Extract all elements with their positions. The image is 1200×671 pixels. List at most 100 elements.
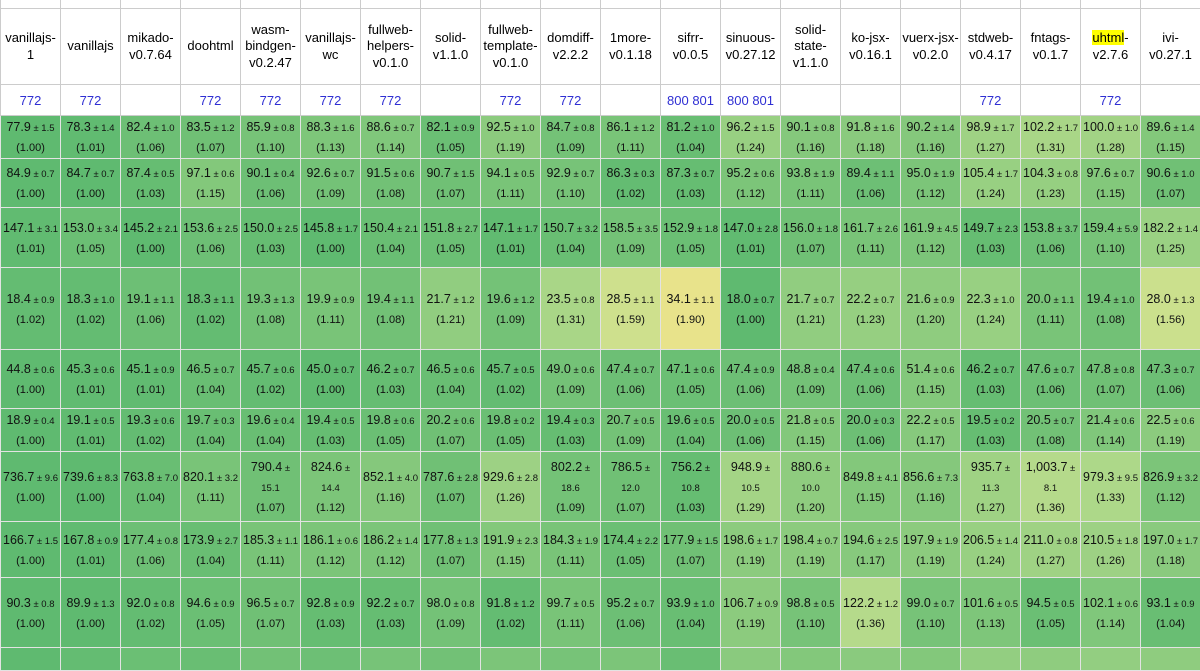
result-value: 19.6 (246, 413, 270, 427)
result-value: 84.9 (6, 166, 30, 180)
result-stddev: ± 0.7 (1051, 365, 1075, 376)
result-stddev: ± 0.6 (691, 365, 715, 376)
column-header-domdiff-v2.2.2: domdiff-v2.2.2 (541, 9, 601, 85)
result-stddev: ± 1.0 (1111, 295, 1135, 306)
result-stddev: ± 0.9 (94, 536, 118, 547)
result-cell: 198.6 ± 1.7(1.19) (721, 522, 781, 578)
result-cell: 92.2 ± 0.7(1.03) (361, 578, 421, 648)
result-factor: (1.06) (136, 142, 165, 154)
result-value: 47.6 (1026, 362, 1050, 376)
result-factor: (1.05) (676, 243, 705, 255)
result-value: 191.9 (483, 533, 514, 547)
result-cell (1, 648, 61, 671)
result-stddev: ± 1.7 (994, 169, 1018, 180)
result-stddev: ± 0.6 (451, 416, 475, 427)
result-cell: 22.3 ± 1.0(1.24) (961, 268, 1021, 350)
result-stddev: ± 0.4 (811, 365, 835, 376)
result-stddev: ± 0.6 (931, 365, 955, 376)
issue-links-cell (781, 85, 841, 116)
result-cell: 150.7 ± 3.2(1.04) (541, 208, 601, 268)
result-stddev: ± 0.6 (871, 365, 895, 376)
result-cell: 101.6 ± 0.5(1.13) (961, 578, 1021, 648)
result-cell: 856.6 ± 7.3(1.16) (901, 452, 961, 522)
result-factor: (1.11) (617, 142, 645, 154)
result-stddev: ± 4.0 (394, 473, 418, 484)
result-factor: (1.03) (316, 618, 345, 630)
result-value: 182.2 (1143, 221, 1174, 235)
result-value: 97.1 (186, 166, 210, 180)
result-factor: (1.08) (376, 314, 405, 326)
result-stddev: ± 0.3 (211, 416, 235, 427)
result-stddev: ± 1.2 (451, 295, 475, 306)
result-factor: (1.06) (1036, 243, 1065, 255)
result-factor: (1.08) (1096, 314, 1125, 326)
result-value: 211.0 (1023, 533, 1053, 547)
result-cell: 211.0 ± 0.8(1.27) (1021, 522, 1081, 578)
result-stddev: ± 1.4 (1171, 123, 1195, 134)
issue-link[interactable]: 772 (20, 93, 42, 108)
result-cell: 94.6 ± 0.9(1.05) (181, 578, 241, 648)
result-factor: (1.11) (857, 243, 885, 255)
issue-link[interactable]: 801 (692, 93, 714, 108)
result-cell: 47.3 ± 0.7(1.06) (1141, 350, 1200, 409)
result-stddev: ± 0.7 (91, 169, 115, 180)
result-cell: 88.3 ± 1.6(1.13) (301, 116, 361, 159)
result-cell: 95.2 ± 0.7(1.06) (601, 578, 661, 648)
result-value: 83.5 (186, 120, 210, 134)
result-cell: 98.9 ± 1.7(1.27) (961, 116, 1021, 159)
result-stddev: ± 0.6 (1171, 416, 1195, 427)
issue-link[interactable]: 772 (200, 93, 222, 108)
issue-link[interactable]: 800 (727, 93, 749, 108)
result-value: 935.7 (971, 460, 1002, 474)
result-value: 99.7 (546, 596, 570, 610)
issue-link[interactable]: 772 (1100, 93, 1122, 108)
issue-link[interactable]: 772 (380, 93, 402, 108)
result-cell: 186.1 ± 0.6(1.12) (301, 522, 361, 578)
result-cell: 82.4 ± 1.0(1.06) (121, 116, 181, 159)
issue-links-cell: 772 (1081, 85, 1141, 116)
issue-link[interactable]: 801 (752, 93, 774, 108)
result-value: 93.8 (786, 166, 810, 180)
result-cell: 159.4 ± 5.9(1.10) (1081, 208, 1141, 268)
spacer-cell (901, 0, 961, 9)
result-value: 101.6 (963, 596, 994, 610)
result-stddev: ± 2.1 (394, 224, 418, 235)
result-stddev: ± 1.0 (691, 123, 715, 134)
result-stddev: ± 0.6 (91, 365, 115, 376)
result-cell: 198.4 ± 0.7(1.19) (781, 522, 841, 578)
issue-link[interactable]: 800 (667, 93, 689, 108)
result-factor: (1.01) (136, 384, 165, 396)
result-cell: 739.6 ± 8.3(1.00) (61, 452, 121, 522)
result-stddev: ± 0.7 (271, 599, 295, 610)
result-factor: (1.02) (616, 188, 645, 200)
result-value: 91.8 (486, 596, 510, 610)
result-factor: (1.00) (16, 492, 45, 504)
result-factor: (1.12) (1156, 492, 1185, 504)
issue-link[interactable]: 772 (260, 93, 282, 108)
result-stddev: ± 0.6 (571, 365, 595, 376)
result-factor: (1.04) (196, 555, 225, 567)
result-value: 210.5 (1083, 533, 1114, 547)
result-stddev: ± 1.5 (451, 169, 475, 180)
issue-link[interactable]: 772 (320, 93, 342, 108)
result-value: 20.5 (1026, 413, 1050, 427)
issue-link[interactable]: 772 (980, 93, 1002, 108)
result-value: 19.3 (246, 292, 270, 306)
result-stddev: ± 0.7 (751, 295, 775, 306)
result-value: 92.2 (366, 596, 390, 610)
result-cell: 34.1 ± 1.1(1.90) (661, 268, 721, 350)
issue-link[interactable]: 772 (80, 93, 102, 108)
result-cell: 81.2 ± 1.0(1.04) (661, 116, 721, 159)
result-stddev: ± 0.5 (571, 599, 595, 610)
result-stddev: ± 1.1 (274, 536, 298, 547)
issue-link[interactable]: 772 (500, 93, 522, 108)
issue-link[interactable]: 772 (560, 93, 582, 108)
result-factor: (1.26) (1096, 555, 1125, 567)
result-cell: 19.3 ± 0.6(1.02) (121, 409, 181, 452)
result-value: 90.6 (1146, 166, 1170, 180)
result-stddev: ± 1.4 (91, 123, 115, 134)
result-factor: (1.15) (856, 492, 885, 504)
result-value: 87.3 (666, 166, 690, 180)
result-stddev: ± 3.2 (1174, 473, 1198, 484)
